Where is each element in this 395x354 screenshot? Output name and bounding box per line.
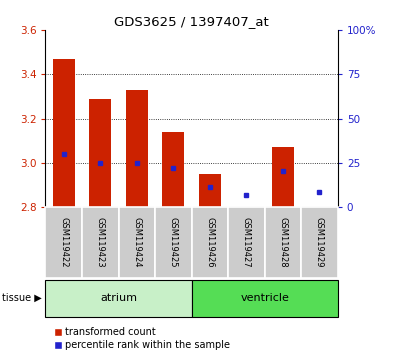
Title: GDS3625 / 1397407_at: GDS3625 / 1397407_at xyxy=(114,15,269,28)
Text: tissue ▶: tissue ▶ xyxy=(2,293,42,303)
Bar xyxy=(192,280,338,317)
Bar xyxy=(192,207,228,278)
Bar xyxy=(155,207,192,278)
Legend: transformed count, percentile rank within the sample: transformed count, percentile rank withi… xyxy=(50,324,234,354)
Bar xyxy=(126,90,148,207)
Bar xyxy=(199,174,221,207)
Text: GSM119426: GSM119426 xyxy=(205,217,214,268)
Bar xyxy=(89,99,111,207)
Bar xyxy=(301,207,338,278)
Text: GSM119429: GSM119429 xyxy=(315,217,324,268)
Bar xyxy=(265,207,301,278)
Bar xyxy=(45,207,82,278)
Text: GSM119425: GSM119425 xyxy=(169,217,178,268)
Text: ventricle: ventricle xyxy=(240,293,289,303)
Bar xyxy=(53,59,75,207)
Text: GSM119423: GSM119423 xyxy=(96,217,105,268)
Text: GSM119427: GSM119427 xyxy=(242,217,251,268)
Bar xyxy=(272,147,294,207)
Bar xyxy=(228,207,265,278)
Bar xyxy=(45,280,192,317)
Text: GSM119424: GSM119424 xyxy=(132,217,141,268)
Bar xyxy=(162,132,184,207)
Text: GSM119428: GSM119428 xyxy=(278,217,288,268)
Bar xyxy=(82,207,118,278)
Bar xyxy=(118,207,155,278)
Text: GSM119422: GSM119422 xyxy=(59,217,68,268)
Text: atrium: atrium xyxy=(100,293,137,303)
